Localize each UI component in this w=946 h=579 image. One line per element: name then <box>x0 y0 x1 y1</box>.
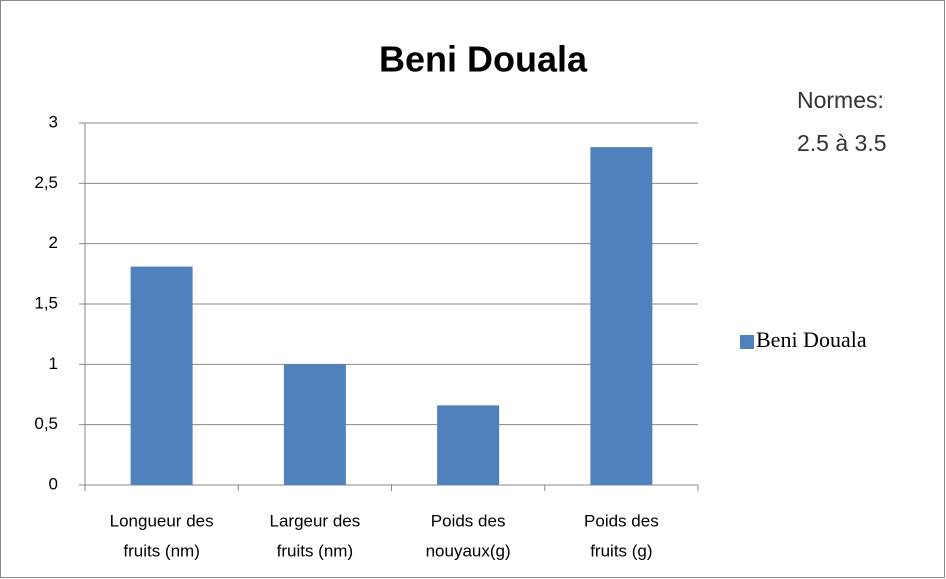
x-tick-label: fruits (nm) <box>277 541 354 560</box>
bar <box>283 364 346 485</box>
y-tick-label: 1,5 <box>34 293 58 312</box>
legend-label: Beni Douala <box>756 327 867 352</box>
x-tick-label: Largeur des <box>270 511 361 530</box>
y-tick-label: 2,5 <box>34 173 58 192</box>
legend-swatch <box>740 335 754 349</box>
bar <box>130 266 193 485</box>
x-tick-label: Poids des <box>431 511 506 530</box>
y-tick-label: 3 <box>49 112 58 131</box>
x-tick-label: nouyaux(g) <box>426 541 511 560</box>
y-tick-label: 2 <box>49 233 58 252</box>
x-tick-label: fruits (nm) <box>123 541 200 560</box>
chart-title: Beni Douala <box>379 39 588 80</box>
bar <box>437 405 500 485</box>
annotation: 2.5 à 3.5 <box>797 130 887 156</box>
x-tick-label: Poids des <box>584 511 659 530</box>
annotation: Normes: <box>797 87 884 113</box>
y-tick-label: 0,5 <box>34 414 58 433</box>
y-tick-label: 1 <box>49 354 58 373</box>
bar <box>590 147 653 485</box>
x-tick-label: fruits (g) <box>590 541 652 560</box>
x-tick-label: Longueur des <box>110 511 214 530</box>
y-tick-label: 0 <box>49 474 58 493</box>
